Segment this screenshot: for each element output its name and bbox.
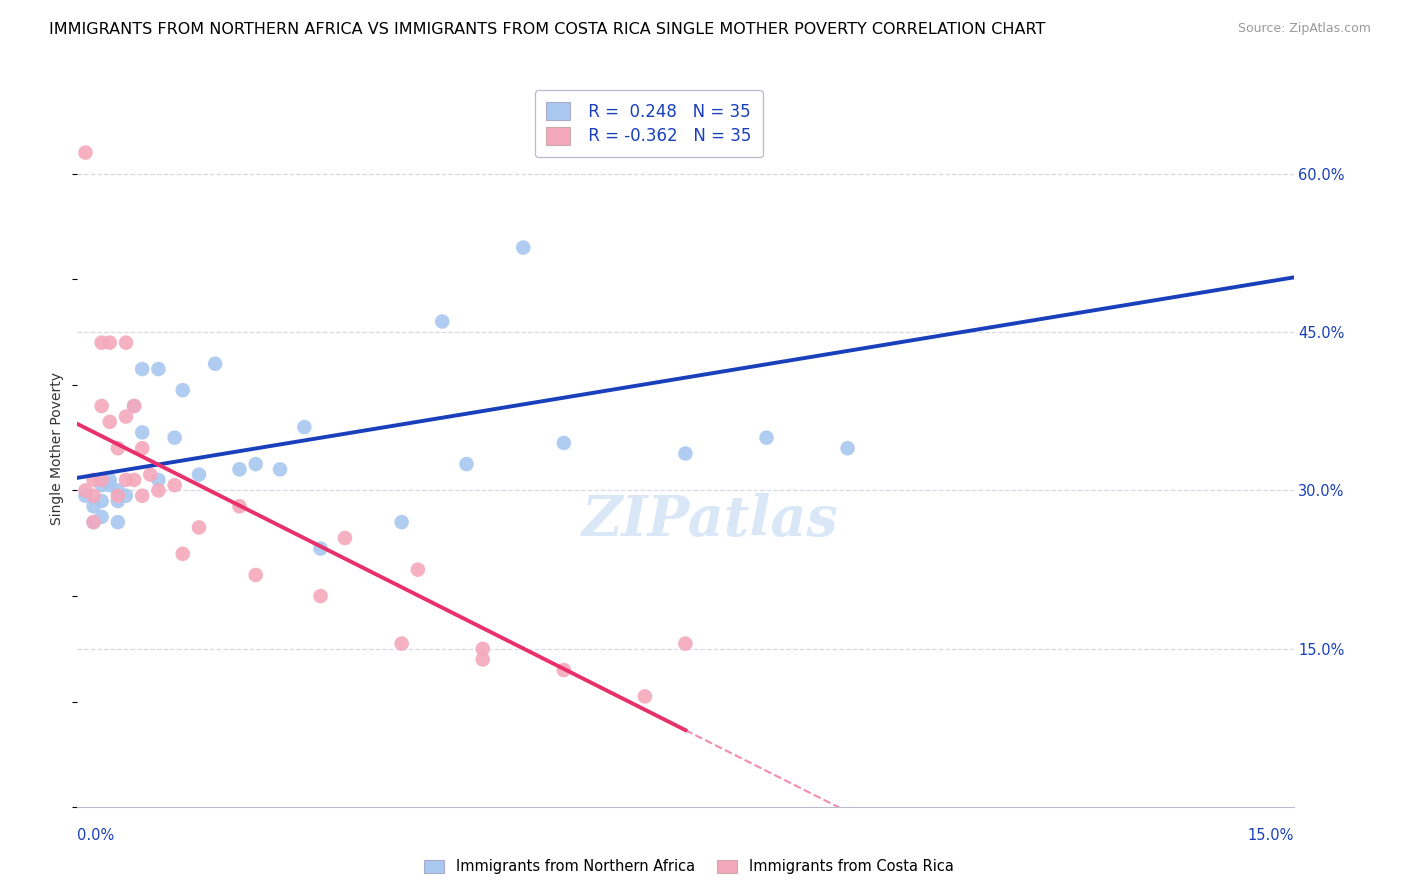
Point (456, 457, 478, 471)
Point (471, 652, 494, 666)
Point (148, 473, 170, 487)
Point (90, 478, 112, 492)
Point (228, 500, 250, 514)
Point (163, 478, 186, 492)
Point (115, 409, 138, 424)
Point (98, 473, 121, 487)
Point (553, 663, 575, 677)
Point (98, 335, 121, 350)
Point (90, 399, 112, 413)
Point (107, 489, 129, 503)
Point (204, 357, 226, 371)
Point (269, 462, 291, 476)
Point (115, 335, 138, 350)
Point (391, 515, 413, 529)
Point (75, 145, 97, 160)
Point (131, 441, 153, 455)
Point (131, 489, 153, 503)
Point (131, 362, 153, 376)
Point (90, 335, 112, 350)
Point (512, 241, 534, 255)
Point (122, 399, 145, 413)
Point (83, 489, 105, 503)
Point (107, 494, 129, 508)
Text: 0.0%: 0.0% (77, 828, 114, 843)
Point (107, 483, 129, 498)
Point (107, 515, 129, 529)
Point (292, 420, 315, 434)
Point (115, 473, 138, 487)
Point (432, 314, 454, 328)
Point (309, 589, 332, 603)
Point (83, 473, 105, 487)
Legend: Immigrants from Northern Africa, Immigrants from Costa Rica: Immigrants from Northern Africa, Immigra… (418, 854, 960, 880)
Point (90, 509, 112, 524)
Text: Source: ZipAtlas.com: Source: ZipAtlas.com (1237, 22, 1371, 36)
Point (163, 431, 186, 445)
Point (188, 520, 211, 534)
Point (83, 515, 105, 529)
Point (188, 467, 211, 482)
Point (122, 473, 145, 487)
Point (333, 531, 356, 545)
Point (90, 473, 112, 487)
Point (553, 436, 575, 450)
Point (148, 483, 170, 498)
Point (107, 441, 129, 455)
Point (131, 425, 153, 440)
Point (172, 547, 194, 561)
Point (471, 641, 494, 656)
Point (228, 462, 250, 476)
Legend:  R =  0.248   N = 35,  R = -0.362   N = 35: R = 0.248 N = 35, R = -0.362 N = 35 (534, 90, 763, 157)
Point (675, 637, 697, 651)
Point (83, 515, 105, 529)
Point (98, 478, 121, 492)
Point (634, 690, 657, 704)
Point (75, 483, 97, 498)
Point (98, 415, 121, 429)
Text: ZIPatlas: ZIPatlas (581, 492, 838, 548)
Point (90, 494, 112, 508)
Point (172, 383, 194, 397)
Point (115, 489, 138, 503)
Point (391, 637, 413, 651)
Point (309, 541, 332, 556)
Text: IMMIGRANTS FROM NORTHERN AFRICA VS IMMIGRANTS FROM COSTA RICA SINGLE MOTHER POVE: IMMIGRANTS FROM NORTHERN AFRICA VS IMMIG… (49, 22, 1046, 37)
Point (148, 362, 170, 376)
Point (837, 441, 859, 455)
Point (406, 563, 429, 577)
Point (245, 457, 267, 471)
Point (755, 431, 778, 445)
Y-axis label: Single Mother Poverty: Single Mother Poverty (51, 372, 65, 524)
Point (714, 140, 737, 154)
Point (83, 500, 105, 514)
Point (75, 489, 97, 503)
Point (122, 399, 145, 413)
Point (675, 446, 697, 460)
Point (245, 568, 267, 582)
Point (139, 467, 162, 482)
Text: 15.0%: 15.0% (1247, 828, 1294, 843)
